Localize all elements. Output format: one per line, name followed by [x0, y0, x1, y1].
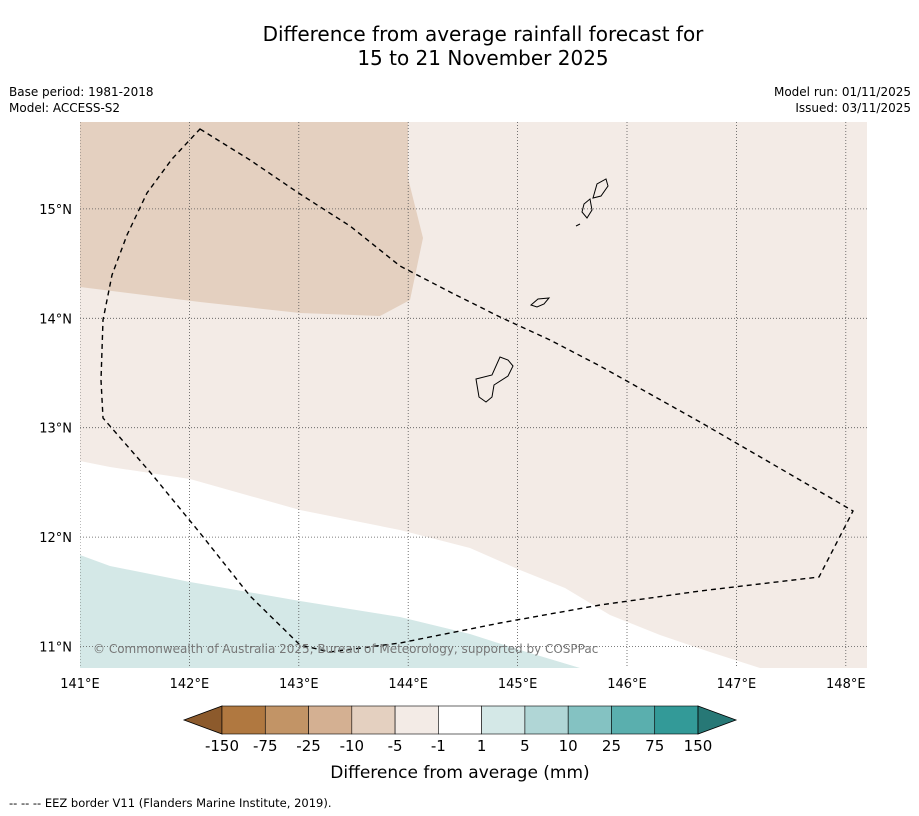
- colorbar-swatch: [264, 705, 309, 735]
- meta-right: Model run: 01/11/2025 Issued: 03/11/2025: [774, 84, 911, 116]
- model-run: Model run: 01/11/2025: [773, 85, 911, 99]
- x-tick-label: 141°E: [60, 677, 100, 692]
- colorbar-tick-label: -25: [296, 737, 321, 755]
- island-guam: [475, 356, 514, 403]
- colorbar-swatch: [221, 705, 266, 735]
- graticule: [80, 122, 867, 668]
- title-line-2: 15 to 21 November 2025: [357, 46, 609, 70]
- x-tick-label: 145°E: [498, 677, 538, 692]
- colorbar-swatch: [654, 705, 699, 735]
- colorbar-extend-low: [182, 705, 223, 735]
- x-tick-label: 143°E: [279, 677, 319, 692]
- colorbar-swatch: [308, 705, 353, 735]
- x-tick-label: 148°E: [826, 677, 866, 692]
- island-tinian: [581, 198, 593, 219]
- y-axis-ticks: 15°N 14°N 13°N 12°N 11°N: [39, 203, 72, 656]
- chart-title: Difference from average rainfall forecas…: [0, 22, 919, 70]
- legend-labels: -150 -75 -25 -10 -5 -1 1 5 10 25 75 150: [205, 737, 712, 755]
- title-line-1: Difference from average rainfall forecas…: [262, 22, 704, 46]
- colorbar-tick-label: -1: [431, 737, 446, 755]
- copyright-notice: © Commonwealth of Australia 2025, Bureau…: [93, 642, 598, 656]
- x-tick-label: 144°E: [388, 677, 428, 692]
- base-period: Base period: 1981-2018: [9, 85, 154, 99]
- colorbar-extend-high: [697, 705, 738, 735]
- eez-border: [100, 128, 854, 653]
- island-aguijan: [575, 223, 581, 227]
- island-rota: [530, 297, 551, 308]
- y-tick-label: 15°N: [39, 203, 72, 218]
- colorbar-swatch: [351, 705, 396, 735]
- colorbar-tick-label: 5: [520, 737, 530, 755]
- colorbar-swatch: [394, 705, 439, 735]
- colorbar-tick-label: 10: [559, 737, 578, 755]
- x-axis-ticks: 141°E 142°E 143°E 144°E 145°E 146°E 147°E 148°E: [60, 677, 865, 692]
- colorbar-swatch: [567, 705, 612, 735]
- map-area: © Commonwealth of Australia 2025, Bureau…: [80, 122, 867, 668]
- x-tick-label: 147°E: [717, 677, 757, 692]
- colorbar-tick-label: -5: [388, 737, 403, 755]
- colorbar-tick-label: 25: [602, 737, 621, 755]
- y-tick-label: 14°N: [39, 312, 72, 327]
- colorbar-tick-label: -10: [340, 737, 365, 755]
- legend-colorbar: [182, 705, 738, 735]
- issued-date: Issued: 03/11/2025: [795, 101, 911, 115]
- x-tick-label: 146°E: [607, 677, 647, 692]
- colorbar-tick-label: 1: [477, 737, 487, 755]
- model-name: Model: ACCESS-S2: [9, 101, 121, 115]
- colorbar-tick-label: 150: [684, 737, 713, 755]
- colorbar-tick-label: -75: [253, 737, 278, 755]
- meta-left: Base period: 1981-2018 Model: ACCESS-S2: [9, 84, 154, 116]
- colorbar-swatch: [611, 705, 656, 735]
- y-tick-label: 12°N: [39, 531, 72, 546]
- colorbar-swatch: [524, 705, 569, 735]
- colorbar-tick-label: 75: [645, 737, 664, 755]
- footer-note: -- -- -- EEZ border V11 (Flanders Marine…: [9, 796, 332, 810]
- y-tick-label: 13°N: [39, 422, 72, 437]
- colorbar-swatch: [438, 705, 482, 735]
- island-saipan: [592, 178, 609, 199]
- region-dry-moderate: [80, 122, 423, 316]
- colorbar-tick-label: -150: [205, 737, 239, 755]
- region-wet-light: [80, 555, 580, 668]
- y-tick-label: 11°N: [39, 641, 72, 656]
- legend-title: Difference from average (mm): [330, 763, 589, 783]
- x-tick-label: 142°E: [170, 677, 210, 692]
- colorbar-swatch: [481, 705, 526, 735]
